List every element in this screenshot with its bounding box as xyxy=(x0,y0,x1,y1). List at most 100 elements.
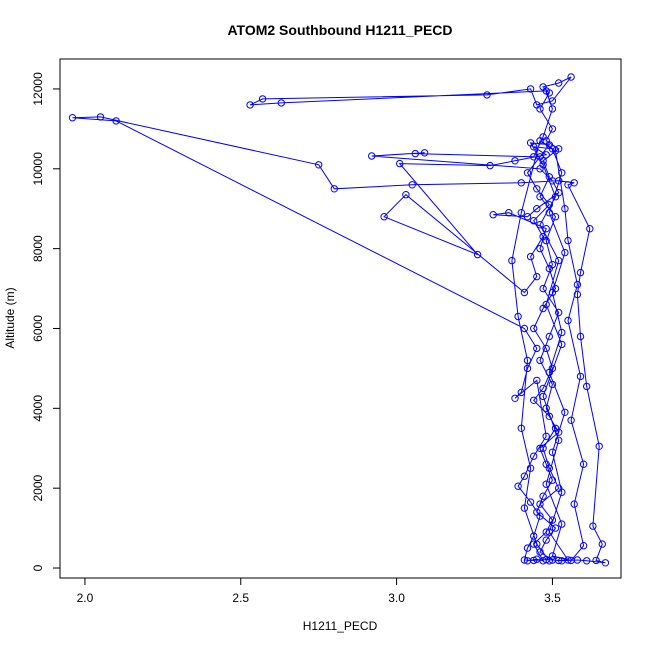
data-point xyxy=(489,211,497,219)
data-point xyxy=(555,177,563,185)
data-point xyxy=(530,532,538,540)
series-layer xyxy=(68,73,610,567)
data-point xyxy=(555,436,563,444)
data-point xyxy=(589,522,597,530)
y-tick-label: 6000 xyxy=(31,315,45,342)
data-point xyxy=(567,73,575,81)
data-point xyxy=(530,540,538,548)
x-axis: 2.0 2.5 3.0 3.5 xyxy=(77,577,561,605)
data-point xyxy=(548,288,557,297)
y-tick-label: 0 xyxy=(31,564,45,571)
data-point xyxy=(539,161,547,169)
data-point xyxy=(542,480,550,488)
data-point xyxy=(526,139,535,147)
data-point xyxy=(539,384,547,393)
data-point xyxy=(542,528,550,536)
data-point xyxy=(112,117,120,125)
data-point xyxy=(523,356,532,365)
data-point xyxy=(561,408,569,416)
data-point xyxy=(564,316,572,325)
data-point xyxy=(601,559,610,567)
data-point xyxy=(570,500,578,508)
data-point xyxy=(545,209,553,217)
x-tick-label: 2.5 xyxy=(232,591,249,605)
data-point xyxy=(542,404,550,412)
x-tick-label: 3.5 xyxy=(544,591,561,605)
data-point xyxy=(505,209,513,217)
data-point xyxy=(539,392,547,401)
data-point xyxy=(539,284,547,293)
data-point xyxy=(514,312,522,321)
data-point xyxy=(548,476,557,484)
data-point xyxy=(508,256,516,265)
data-point xyxy=(526,252,535,261)
data-point xyxy=(545,332,553,341)
data-point xyxy=(551,524,560,532)
data-point xyxy=(576,372,585,381)
data-point xyxy=(545,368,553,377)
data-point xyxy=(558,488,566,496)
data-point xyxy=(595,442,603,450)
data-point xyxy=(576,332,585,341)
data-point xyxy=(583,557,591,565)
data-point xyxy=(517,209,525,217)
data-point xyxy=(542,460,550,468)
data-point xyxy=(545,141,553,149)
y-tick-label: 10000 xyxy=(31,152,45,186)
data-point xyxy=(533,376,541,385)
data-point xyxy=(96,113,105,121)
data-point xyxy=(548,448,557,456)
y-tick-label: 2000 xyxy=(31,475,45,502)
data-point xyxy=(514,482,522,490)
data-point xyxy=(483,91,491,99)
data-point xyxy=(545,201,553,209)
data-point xyxy=(555,256,563,265)
data-point xyxy=(520,472,529,480)
data-point xyxy=(558,520,566,528)
data-point xyxy=(536,221,544,229)
data-point xyxy=(330,185,338,193)
data-point xyxy=(542,344,550,353)
data-point xyxy=(567,416,575,424)
data-point xyxy=(558,169,566,177)
data-point xyxy=(548,516,557,524)
data-point xyxy=(402,191,410,199)
data-point xyxy=(548,380,557,389)
data-point xyxy=(576,268,585,277)
data-point xyxy=(530,217,538,225)
y-axis-label: Altitude (m) xyxy=(3,287,17,348)
series-line xyxy=(72,76,606,564)
y-tick-label: 4000 xyxy=(31,395,45,422)
plot-frame xyxy=(59,58,622,579)
data-point xyxy=(542,432,550,440)
data-point xyxy=(533,272,541,281)
data-point xyxy=(592,556,600,565)
data-point xyxy=(598,540,606,548)
data-point xyxy=(536,512,544,520)
data-point xyxy=(380,213,388,221)
data-point xyxy=(536,500,544,508)
data-point xyxy=(533,540,541,548)
data-point xyxy=(68,114,77,122)
data-point xyxy=(573,290,582,299)
data-point xyxy=(520,324,529,333)
data-point xyxy=(533,205,541,213)
data-point xyxy=(579,460,588,468)
data-point xyxy=(567,556,575,565)
data-point xyxy=(555,556,563,565)
data-point xyxy=(523,213,532,221)
data-point xyxy=(246,101,254,109)
data-point xyxy=(583,382,591,391)
data-point xyxy=(555,308,563,317)
x-tick-label: 3.0 xyxy=(388,591,405,605)
data-point xyxy=(473,250,482,259)
data-point xyxy=(573,280,582,289)
data-point xyxy=(542,87,550,95)
x-tick-label: 2.0 xyxy=(77,591,94,605)
data-point xyxy=(530,324,538,333)
data-point xyxy=(523,169,532,177)
data-point xyxy=(517,179,525,187)
data-point xyxy=(530,452,538,460)
data-point xyxy=(545,557,553,565)
data-point xyxy=(551,193,560,201)
